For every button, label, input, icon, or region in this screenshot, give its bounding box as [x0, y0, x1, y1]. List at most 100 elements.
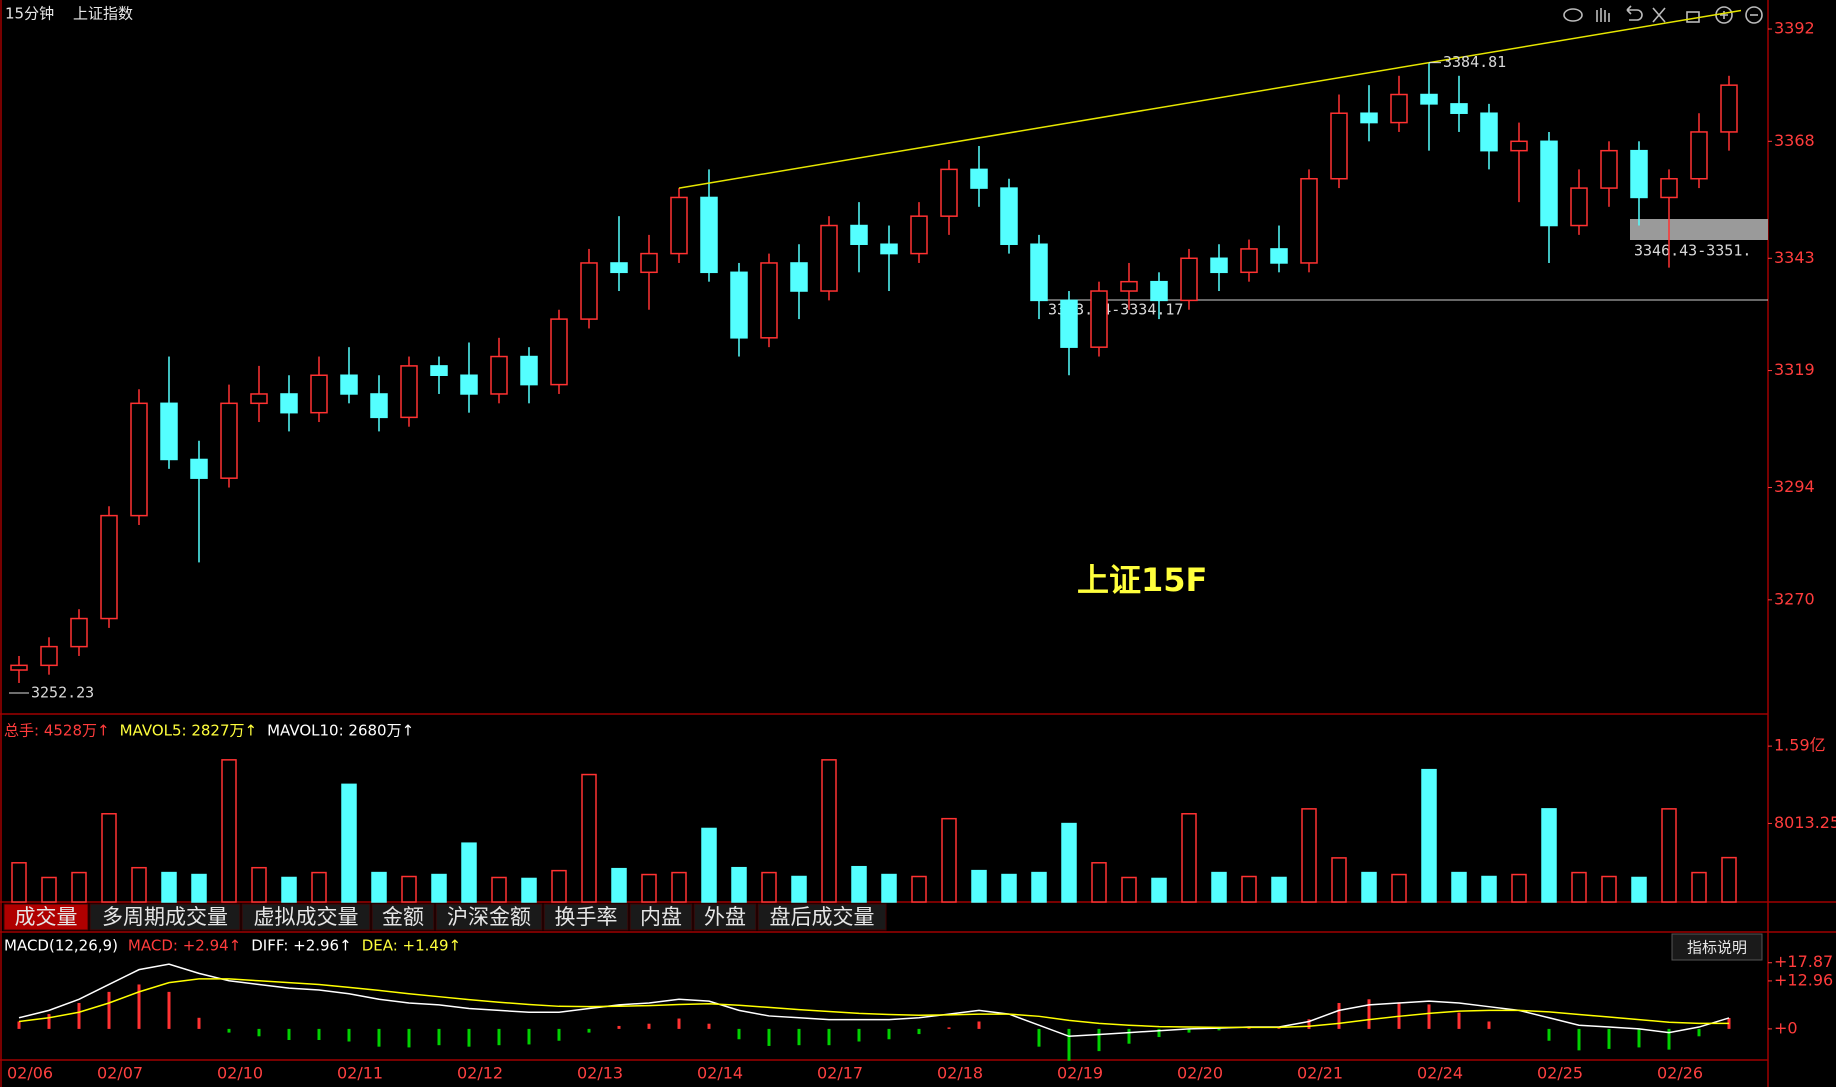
candle-body [550, 318, 568, 386]
volume-bar [941, 817, 957, 903]
x-tick-label: 02/10 [217, 1064, 263, 1083]
y-tick-label: 3392 [1774, 19, 1815, 38]
candle-body [640, 252, 658, 274]
indicator-tab-label[interactable]: 内盘 [640, 905, 682, 929]
candle-body [190, 458, 208, 479]
indicator-tab-label[interactable]: 金额 [382, 905, 424, 929]
volume-bar [41, 876, 57, 903]
candle-body [850, 224, 868, 245]
indicator-tab-label[interactable]: 成交量 [15, 905, 78, 929]
candle-body [760, 262, 778, 339]
symbol-label[interactable]: 上证指数 [73, 5, 133, 23]
indicator-tab-label[interactable]: 盘后成交量 [770, 905, 875, 929]
indicator-tab[interactable] [241, 903, 371, 931]
y-tick-label: 3294 [1774, 477, 1815, 496]
volume-bar [1631, 876, 1647, 903]
indicator-help-label[interactable]: 指标说明 [1687, 939, 1747, 957]
volume-bar [1391, 873, 1407, 903]
candle-body [1330, 112, 1348, 180]
volume-bar [11, 862, 27, 903]
indicator-tab-label[interactable]: 沪深金额 [447, 905, 531, 929]
candle-body [1030, 243, 1048, 302]
indicator-tab-label[interactable]: 换手率 [555, 905, 618, 929]
indicator-tab[interactable] [371, 903, 435, 931]
candle-body [490, 355, 508, 395]
icon-cut[interactable] [1652, 7, 1666, 23]
y-tick-label: +12.96 [1774, 970, 1833, 989]
candle-body [70, 617, 88, 648]
candle-body [100, 514, 118, 620]
volume-bar [1091, 862, 1107, 903]
indicator-header: MAVOL5: 2827万↑ [120, 722, 258, 740]
icon-lock[interactable] [1686, 11, 1700, 23]
indicator-tab[interactable] [693, 903, 757, 931]
volume-bar [1001, 873, 1017, 903]
y-tick-label: 8013.25 [1774, 813, 1836, 832]
volume-bar [611, 867, 627, 903]
indicator-help-button[interactable] [1671, 933, 1763, 961]
indicator-tab-label[interactable]: 虚拟成交量 [254, 905, 359, 929]
indicator-tab-label[interactable]: 外盘 [704, 905, 746, 929]
volume-bar [161, 871, 177, 903]
candle-body [250, 393, 268, 405]
candle-body [430, 365, 448, 376]
indicator-tab[interactable] [757, 903, 887, 931]
candle-body [370, 393, 388, 419]
indicator-tab[interactable] [629, 903, 693, 931]
period-label[interactable]: 15分钟 [5, 5, 54, 23]
volume-bar [731, 866, 747, 903]
x-tick-label: 02/07 [97, 1064, 143, 1083]
y-tick-label: 1.59亿 [1774, 736, 1826, 755]
volume-bar [581, 773, 597, 903]
candle-body [160, 402, 178, 461]
x-tick-label: 02/11 [337, 1064, 383, 1083]
candle-body [40, 645, 58, 667]
volume-bar [1181, 813, 1197, 903]
indicator-tab[interactable] [89, 903, 241, 931]
candle-body [340, 374, 358, 395]
volume-bar [461, 842, 477, 903]
low-label: 3252.23 [31, 683, 94, 701]
volume-bar [281, 876, 297, 903]
icon-zoom-out[interactable] [1745, 6, 1763, 24]
candle-body [940, 168, 958, 217]
volume-bar [191, 873, 207, 903]
volume-bar [341, 783, 357, 903]
candle-body [1450, 103, 1468, 114]
high-label: 3384.81 [1443, 53, 1506, 71]
candle-body [520, 355, 538, 386]
candle-body [1420, 93, 1438, 105]
candle-body [10, 664, 28, 671]
candle-body [1000, 187, 1018, 245]
x-tick-label: 02/17 [817, 1064, 863, 1083]
indicator-tab[interactable] [435, 903, 543, 931]
candle-body [1120, 280, 1138, 292]
icon-hand[interactable] [1596, 8, 1610, 22]
indicator-tab-label[interactable]: 多周期成交量 [102, 905, 228, 929]
volume-bar [221, 759, 237, 903]
indicator-header: MACD(12,26,9) [4, 937, 118, 955]
volume-bar [101, 813, 117, 903]
support-annotation: 3333.94-3334.17 [1048, 301, 1183, 319]
candle-body [580, 262, 598, 320]
volume-bar [131, 866, 147, 903]
y-tick-label: 3343 [1774, 248, 1815, 267]
candle-body [910, 215, 928, 255]
icon-eye[interactable] [1563, 8, 1583, 22]
volume-bar [521, 877, 537, 903]
candle-body [1510, 140, 1528, 152]
candle-body [700, 196, 718, 274]
y-tick-label: +0 [1774, 1018, 1798, 1037]
indicator-tab[interactable] [3, 903, 89, 931]
candle-body [1570, 187, 1588, 227]
y-tick-label: 3270 [1774, 589, 1815, 608]
candle-body [1600, 149, 1618, 189]
icon-undo[interactable] [1626, 5, 1643, 21]
indicator-tab[interactable] [543, 903, 629, 931]
candle-body [1540, 140, 1558, 227]
candle-body [1720, 84, 1738, 133]
candle-body [400, 365, 418, 419]
volume-bar [1361, 871, 1377, 903]
x-tick-label: 02/26 [1657, 1064, 1703, 1083]
candle-body [1150, 280, 1168, 302]
